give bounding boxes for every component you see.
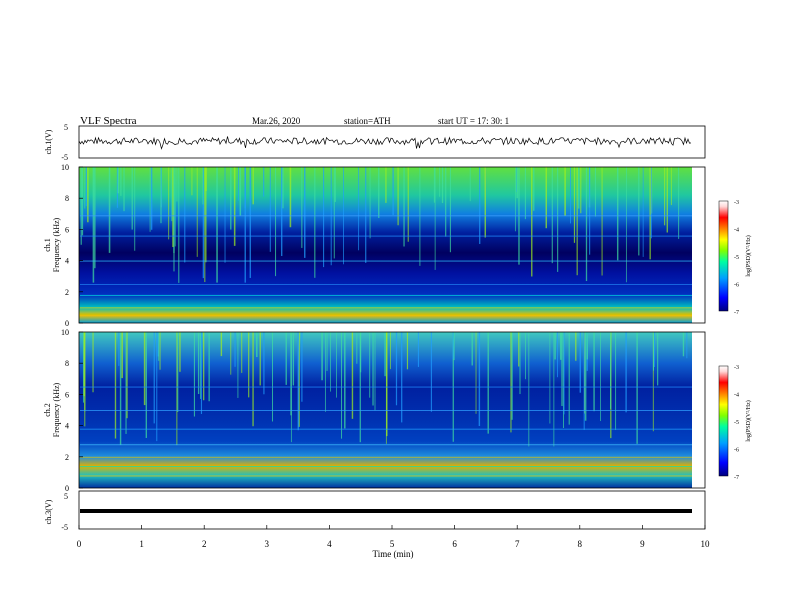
colorbar-tick-label: -7 xyxy=(734,310,739,316)
x-tick-label: 0 xyxy=(77,539,82,549)
ch3-ytick-top: 5 xyxy=(64,492,68,501)
x-tick-label: 3 xyxy=(265,539,270,549)
colorbar-tick-label: -6 xyxy=(734,448,739,454)
x-tick-label: 9 xyxy=(640,539,645,549)
ch1-ylabel: ch.1(V) xyxy=(44,129,53,154)
ch1-freq-label: Frequency (kHz) xyxy=(52,217,61,272)
x-tick-label: 10 xyxy=(701,539,711,549)
freq-tick-label: 0 xyxy=(65,319,69,328)
colorbar-tick-label: -3 xyxy=(734,200,739,206)
ch3-ytick-bottom: -5 xyxy=(61,523,68,532)
freq-tick-label: 2 xyxy=(65,288,69,297)
colorbar-tick-label: -3 xyxy=(734,365,739,371)
ch3-ylabel: ch.3(V) xyxy=(44,499,53,524)
colorbar-tick-label: -4 xyxy=(734,228,739,234)
freq-tick-label: 0 xyxy=(65,484,69,493)
freq-tick-label: 2 xyxy=(65,453,69,462)
colorbar-tick-label: -7 xyxy=(734,475,739,481)
x-tick-label: 4 xyxy=(327,539,332,549)
ch2-spectrogram-streaks xyxy=(80,332,692,477)
freq-tick-label: 4 xyxy=(65,422,69,431)
freq-tick-label: 10 xyxy=(61,163,69,172)
ch1-waveform-panel: 5 -5 ch.1(V) xyxy=(44,123,706,162)
ch2-freq-label: Frequency (kHz) xyxy=(52,382,61,437)
ch1-waveform-frame xyxy=(78,125,706,159)
ch1-colorbar-label: log(PSD)(V²/Hz) xyxy=(745,235,752,276)
x-tick-label: 6 xyxy=(452,539,457,549)
ch2-colorbar xyxy=(718,365,729,477)
figure-title: VLF Spectra xyxy=(80,115,137,127)
ch2-channel-label: ch.2 xyxy=(43,403,52,417)
ch2-spectrogram-frame xyxy=(78,331,706,489)
ch1-waveform-line xyxy=(78,136,692,150)
colorbar-tick-label: -6 xyxy=(734,283,739,289)
x-tick-label: 8 xyxy=(578,539,583,549)
station-label: station=ATH xyxy=(344,116,391,126)
ch3-waveform-line xyxy=(80,509,692,513)
freq-tick-label: 10 xyxy=(61,328,69,337)
x-tick-label: 2 xyxy=(202,539,207,549)
freq-tick-label: 4 xyxy=(65,257,69,266)
ch1-ytick-bottom: -5 xyxy=(61,153,68,162)
colorbar-tick-label: -5 xyxy=(734,420,739,426)
ch2-colorbar-label: log(PSD)(V²/Hz) xyxy=(745,400,752,441)
x-tick-label: 7 xyxy=(515,539,520,549)
ch1-spectrogram-frame xyxy=(78,166,706,324)
ch1-colorbar xyxy=(718,200,729,312)
ch1-channel-label: ch.1 xyxy=(43,238,52,252)
freq-tick-label: 6 xyxy=(65,390,69,399)
x-tick-label: 1 xyxy=(139,539,144,549)
ch3-waveform-panel: 5 -5 ch.3(V) 0 1 2 3 4 5 6 7 8 9 10 Time (min) xyxy=(44,490,711,559)
freq-tick-label: 8 xyxy=(65,359,69,368)
freq-tick-label: 8 xyxy=(65,194,69,203)
ch1-ytick-top: 5 xyxy=(64,123,68,132)
x-axis-label: Time (min) xyxy=(373,549,414,559)
colorbar-tick-label: -4 xyxy=(734,393,739,399)
colorbar-tick-label: -5 xyxy=(734,255,739,261)
x-tick-label: 5 xyxy=(390,539,395,549)
freq-tick-label: 6 xyxy=(65,225,69,234)
date-label: Mar.26, 2020 xyxy=(252,116,301,126)
start-time-label: start UT = 17: 30: 1 xyxy=(438,116,509,126)
ch1-spectrogram-streaks xyxy=(80,167,692,315)
